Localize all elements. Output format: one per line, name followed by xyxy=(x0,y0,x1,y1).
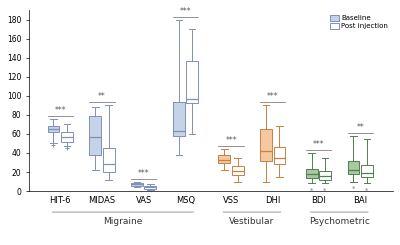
Bar xyxy=(173,102,185,136)
Bar xyxy=(232,166,244,175)
Text: **: ** xyxy=(356,123,364,132)
Text: Vestibular: Vestibular xyxy=(229,217,274,226)
Bar xyxy=(319,171,331,180)
Text: *: * xyxy=(365,187,368,193)
Text: ***: *** xyxy=(180,7,191,16)
Bar xyxy=(260,129,272,160)
Bar xyxy=(218,155,230,163)
Bar xyxy=(186,61,198,103)
Bar xyxy=(103,148,114,172)
Text: ***: *** xyxy=(138,169,150,178)
Bar xyxy=(144,186,156,189)
Bar xyxy=(274,147,286,164)
Text: ***: *** xyxy=(54,106,66,115)
Text: ***: *** xyxy=(312,140,324,149)
Text: Psychometric: Psychometric xyxy=(309,217,370,226)
Legend: Baseline, Post injection: Baseline, Post injection xyxy=(329,13,390,31)
Bar xyxy=(48,126,60,132)
Text: ***: *** xyxy=(225,136,237,145)
Text: **: ** xyxy=(98,93,106,101)
Bar xyxy=(361,165,373,177)
Bar xyxy=(61,132,73,142)
Text: *: * xyxy=(323,187,327,193)
Bar xyxy=(306,169,318,178)
Text: *: * xyxy=(352,185,355,191)
Bar xyxy=(348,160,359,174)
Bar xyxy=(89,116,101,155)
Text: Migraine: Migraine xyxy=(103,217,142,226)
Text: ***: *** xyxy=(267,93,279,101)
Bar xyxy=(131,183,143,186)
Text: *: * xyxy=(310,187,313,193)
